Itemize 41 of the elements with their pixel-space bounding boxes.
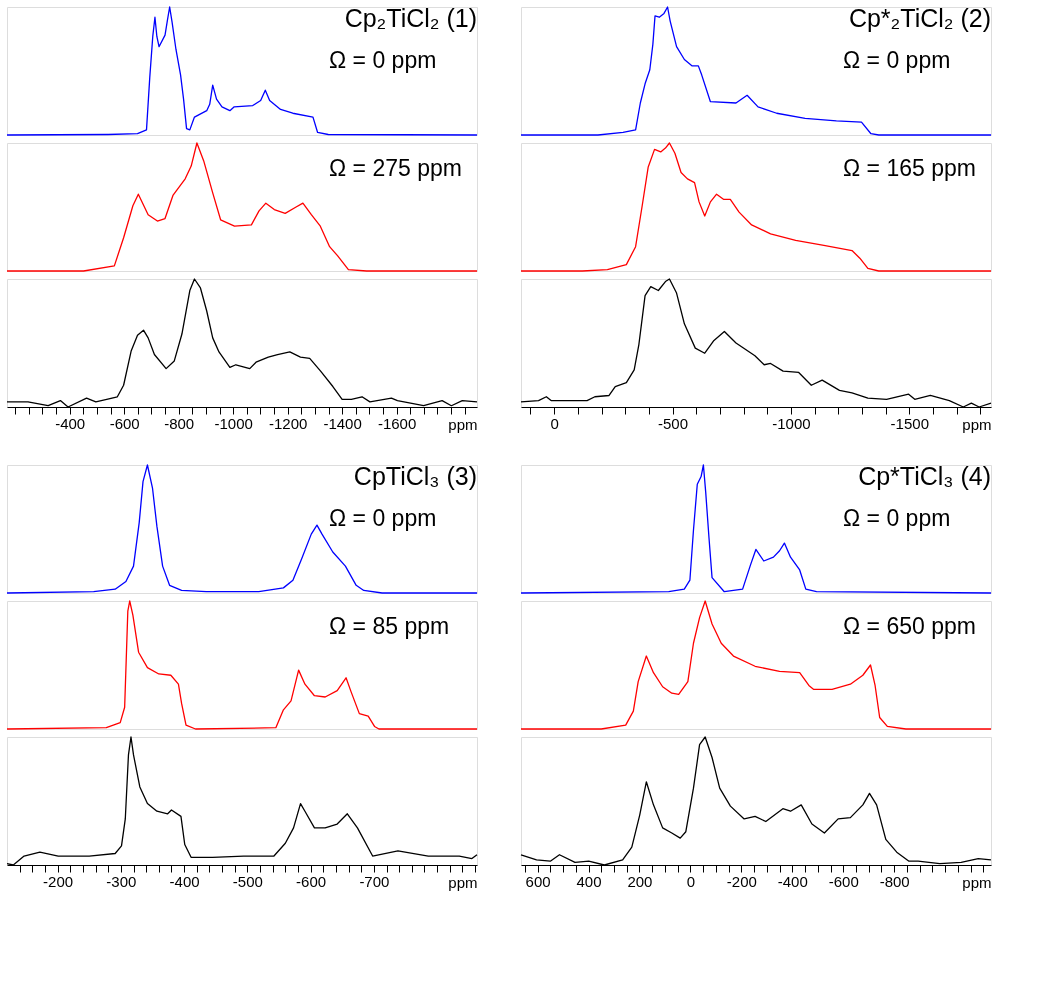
annotation: Ω = 0 ppm (843, 46, 951, 73)
x-tick-label: -500 (232, 872, 263, 890)
x-tick-label: -700 (359, 872, 390, 890)
x-tick-label: -200 (726, 872, 757, 890)
x-tick-label: -800 (879, 872, 910, 890)
x-axis-title: ppm (448, 873, 478, 891)
annotation: Ω = 275 ppm (329, 154, 462, 181)
annotation: Ω = 650 ppm (843, 612, 976, 639)
x-tick-label: 600 (525, 872, 551, 890)
annotation: Ω = 0 ppm (329, 504, 437, 531)
x-tick-label: -1000 (772, 414, 811, 432)
x-tick-label: -1600 (377, 414, 417, 432)
x-tick-label: -1400 (323, 414, 362, 432)
annotation: Ω = 165 ppm (843, 154, 976, 181)
chart-title: Cp*₂TiCl₂ (2) (848, 4, 991, 32)
x-tick-label: 0 (686, 872, 696, 890)
x-tick-label: -200 (43, 872, 74, 890)
x-tick-label: -400 (777, 872, 808, 890)
chart-title: Cp₂TiCl₂ (1) (344, 4, 477, 32)
x-tick-label: -1500 (890, 414, 929, 432)
x-axis-title: ppm (962, 873, 992, 891)
x-tick-label: 400 (576, 872, 602, 890)
x-tick-label: -400 (55, 414, 86, 432)
x-tick-label: -600 (109, 414, 140, 432)
x-tick-label: -300 (106, 872, 137, 890)
x-tick-label: -400 (169, 872, 200, 890)
x-axis-title: ppm (448, 415, 478, 433)
x-axis-title: ppm (962, 415, 992, 433)
x-tick-label: -1000 (214, 414, 253, 432)
x-tick-label: -600 (296, 872, 327, 890)
annotation: Ω = 85 ppm (329, 612, 450, 639)
annotation: Ω = 0 ppm (329, 46, 437, 73)
x-tick-label: -600 (828, 872, 859, 890)
x-tick-label: -800 (164, 414, 195, 432)
x-tick-label: 200 (627, 872, 653, 890)
annotation: Ω = 0 ppm (843, 504, 951, 531)
x-tick-label: 0 (550, 414, 559, 432)
chart-title: Cp*TiCl₃ (4) (858, 462, 991, 490)
x-tick-label: -500 (658, 414, 689, 432)
x-tick-label: -1200 (268, 414, 308, 432)
chart-title: CpTiCl₃ (3) (353, 462, 477, 490)
